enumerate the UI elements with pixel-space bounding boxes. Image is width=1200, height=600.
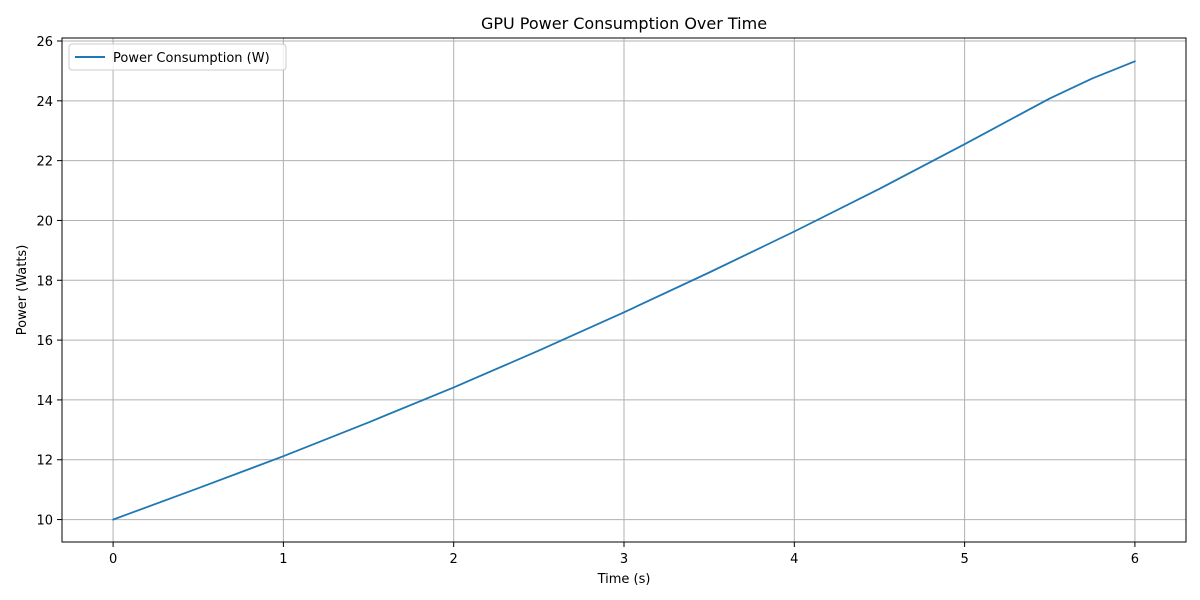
x-axis-title: Time (s) (597, 572, 651, 587)
y-tick-label: 18 (36, 274, 53, 289)
y-tick-label: 14 (36, 394, 53, 409)
series-lines (112, 60, 1136, 521)
y-axis-title: Power (Watts) (15, 245, 30, 336)
legend-label: Power Consumption (W) (113, 51, 270, 66)
series-line-0 (112, 60, 1136, 521)
chart-title: GPU Power Consumption Over Time (481, 14, 767, 33)
x-tick-label: 6 (1131, 552, 1139, 567)
y-tick-label: 22 (36, 155, 53, 170)
x-tick-label: 2 (450, 552, 458, 567)
grid (62, 38, 1186, 542)
x-tick-label: 0 (109, 552, 117, 567)
y-tick-label: 26 (36, 35, 53, 50)
y-tick-label: 10 (36, 514, 53, 529)
legend: Power Consumption (W) (68, 43, 287, 71)
x-tick-label: 5 (960, 552, 968, 567)
x-tick-label: 1 (279, 552, 287, 567)
y-tick-label: 20 (36, 214, 53, 229)
x-tick-label: 3 (620, 552, 628, 567)
x-tick-label: 4 (790, 552, 798, 567)
legend-box (68, 43, 287, 71)
y-tick-label: 12 (36, 454, 53, 469)
y-tick-label: 16 (36, 334, 53, 349)
y-tick-label: 24 (36, 95, 53, 110)
